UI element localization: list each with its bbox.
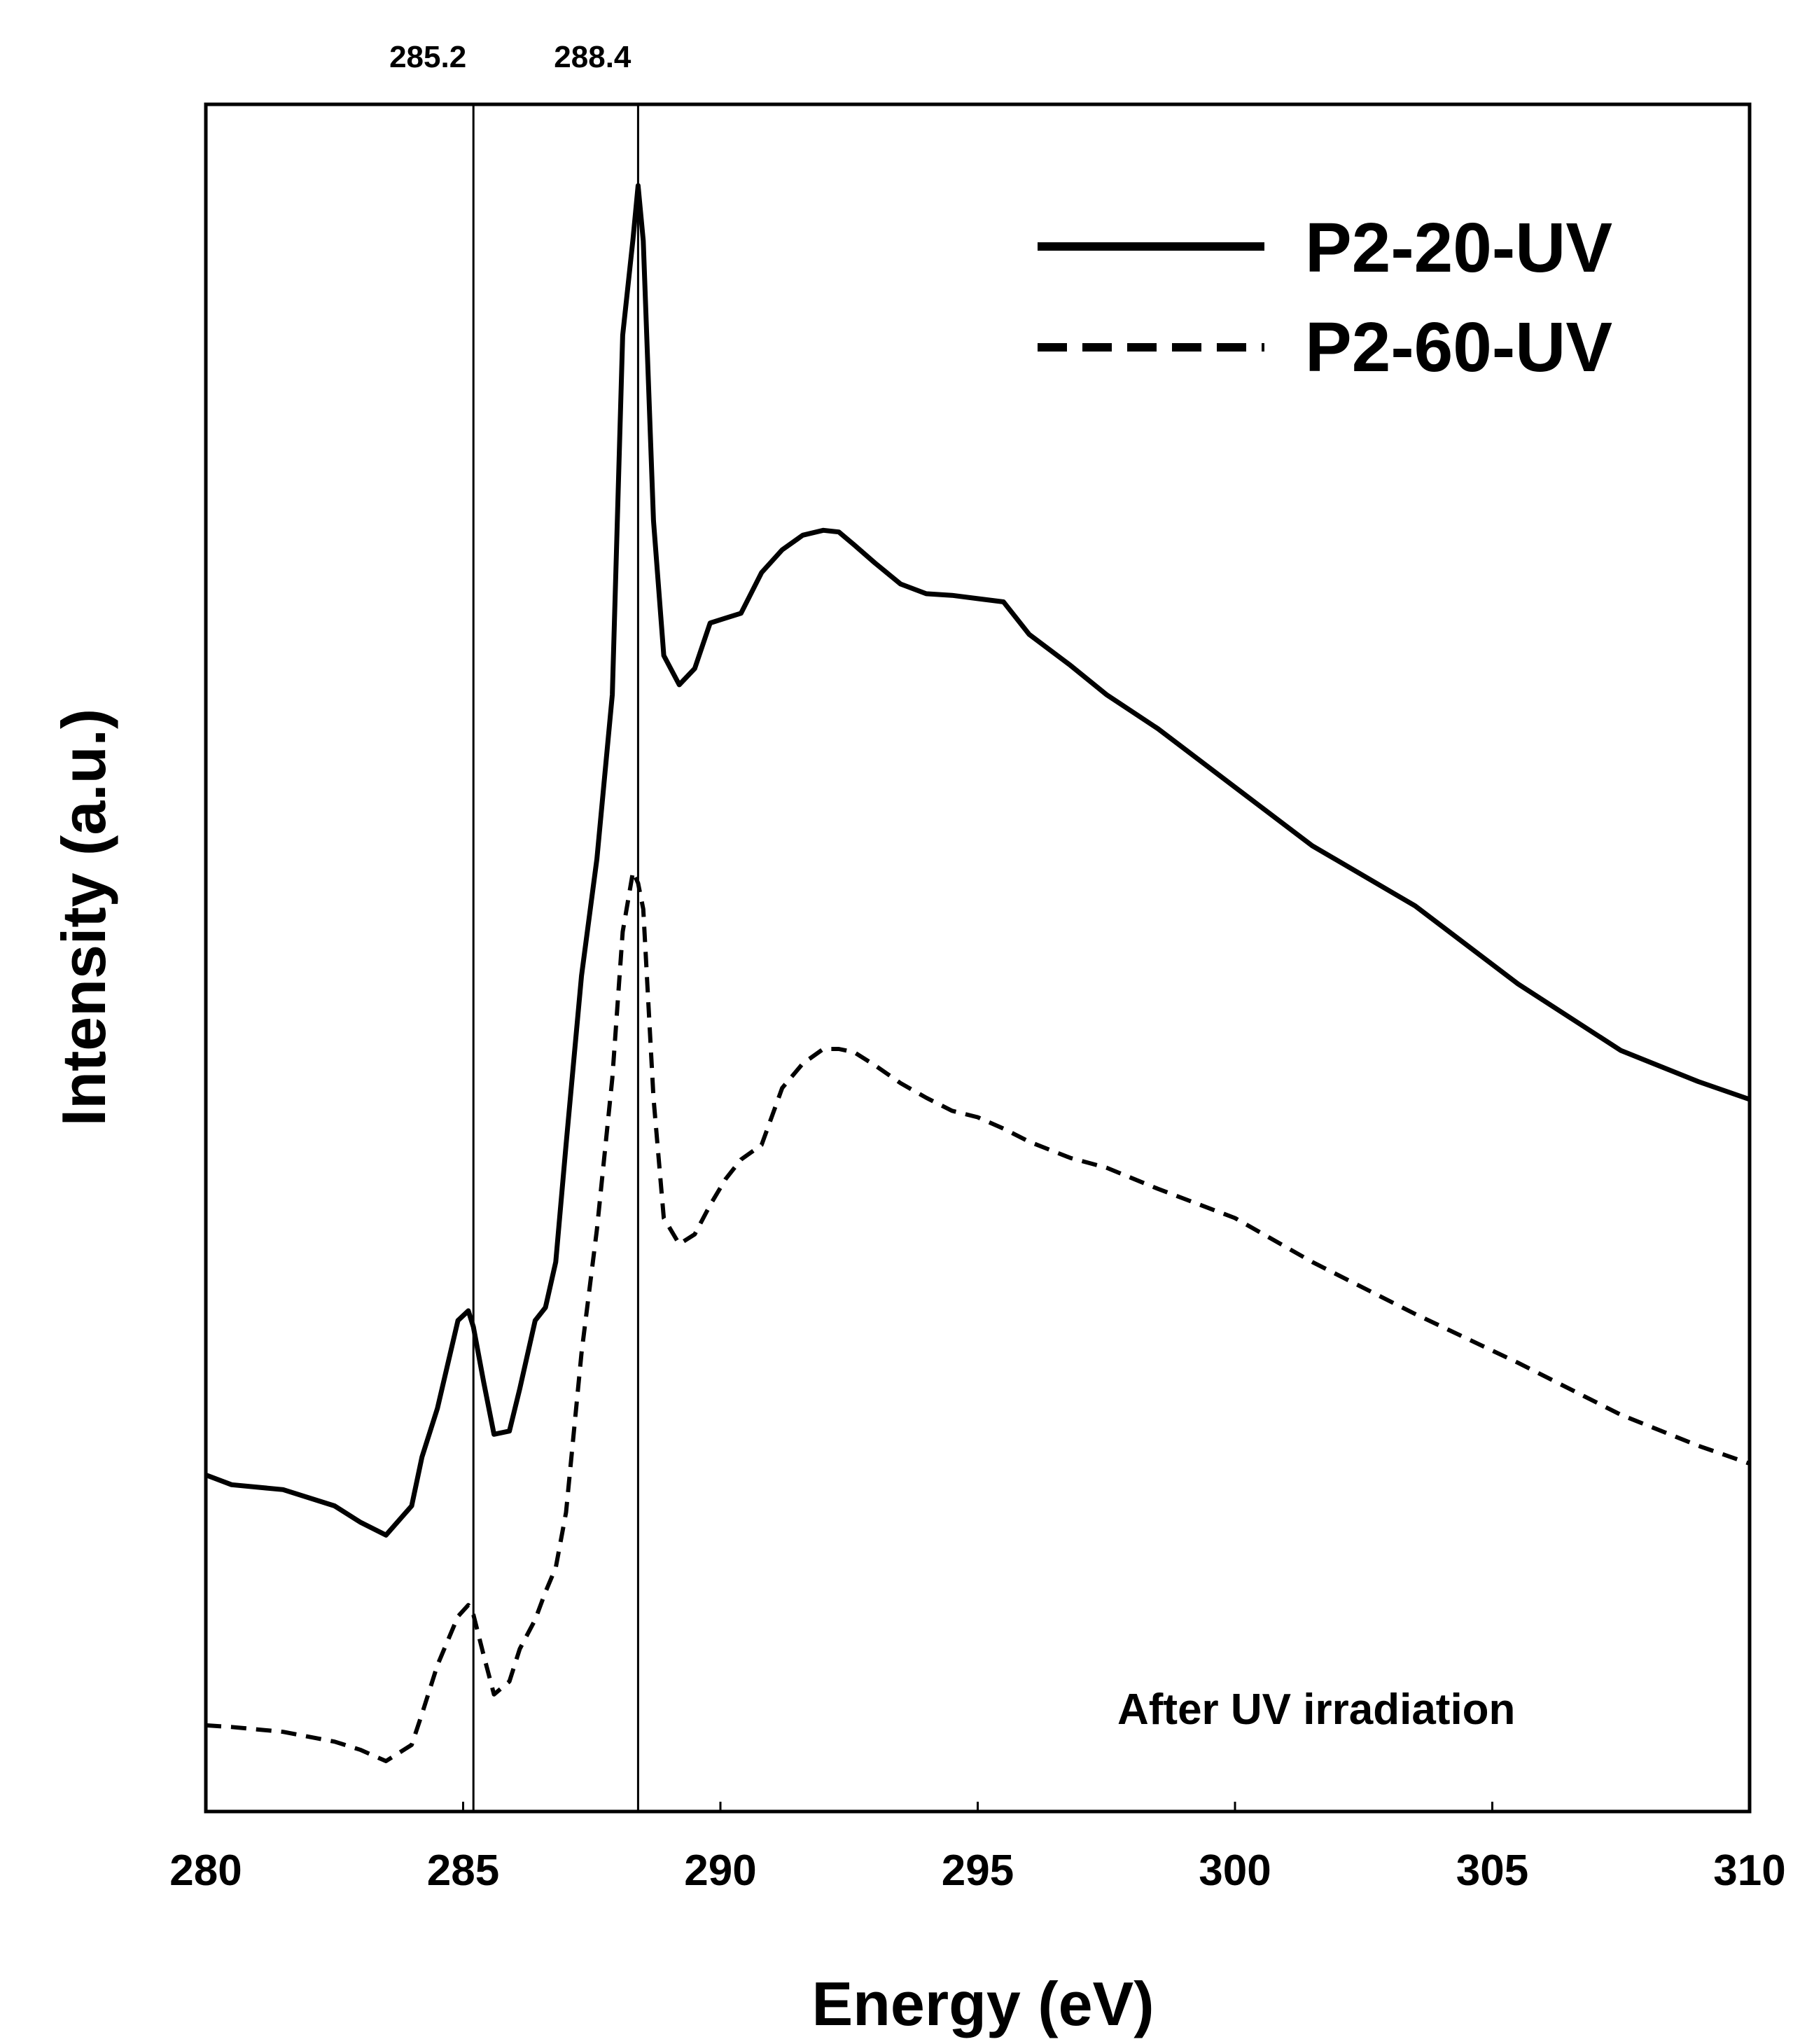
x-tick-label-0: 280: [169, 1847, 242, 1895]
legend: P2-20-UV P2-60-UV: [1038, 209, 1612, 387]
series-group: [204, 183, 1751, 1763]
x-tick-label-5: 305: [1456, 1847, 1528, 1895]
x-tick-label-1: 285: [427, 1847, 499, 1895]
legend-label-p2-60-uv: P2-60-UV: [1305, 308, 1612, 387]
reference-line-label-0: 285.2: [389, 40, 466, 74]
x-tick-label-4: 300: [1199, 1847, 1271, 1895]
series-line-p2-60-uv: [205, 869, 1750, 1763]
annotation-text: After UV irradiation: [1117, 1685, 1515, 1734]
x-tick-label-3: 295: [942, 1847, 1014, 1895]
reference-lines: 285.2 288.4: [389, 40, 639, 1812]
x-tick-label-2: 290: [684, 1847, 756, 1895]
x-axis-ticks: 280 285 290 295 300 305 310: [169, 1802, 1786, 1895]
series-line-p2-20-uv: [204, 183, 1751, 1538]
x-axis-title: Energy (eV): [811, 1969, 1154, 2038]
y-axis-title: Intensity (a.u.): [49, 709, 118, 1127]
legend-label-p2-20-uv: P2-20-UV: [1305, 209, 1612, 287]
reference-line-label-1: 288.4: [554, 40, 632, 74]
x-tick-label-6: 310: [1713, 1847, 1785, 1895]
